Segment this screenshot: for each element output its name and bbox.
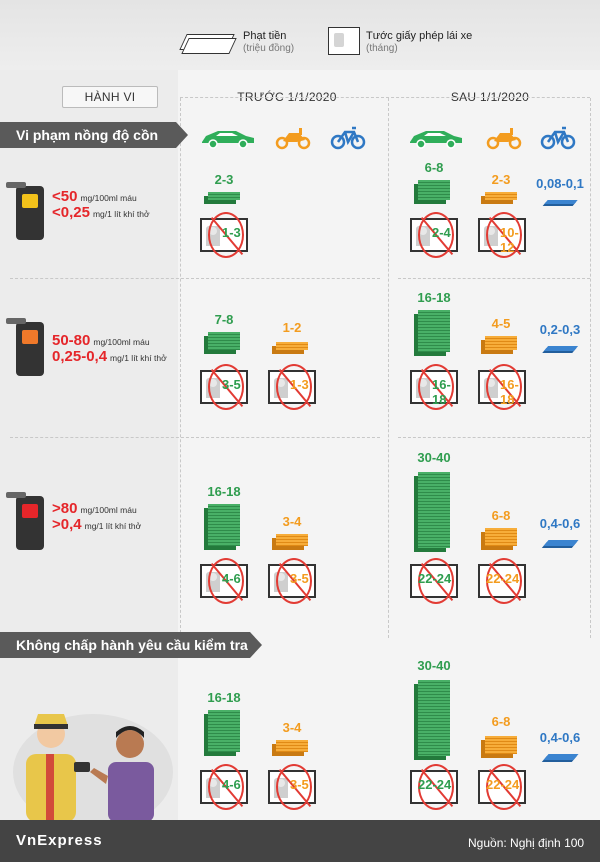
row-divider-1: [10, 278, 380, 279]
row1-after-moto-fine-stack: [485, 192, 517, 200]
bicycle-icon-before: [330, 126, 366, 150]
row4-after-car-fine-stack: [418, 680, 450, 756]
breathalyzer-icon-3: [6, 492, 44, 550]
footer: [0, 820, 600, 862]
row2-before-moto-fine: 1-2: [282, 320, 302, 335]
row2-after-bike-fine: 0,2-0,3: [539, 322, 581, 337]
row3-after-bike-fine-stack: [543, 540, 579, 546]
row3-after-car-fine: 30-40: [417, 450, 451, 465]
divider-middle: [388, 98, 389, 638]
row3-after-moto-fine-stack: [485, 528, 517, 546]
breathalyzer-icon-2: [6, 318, 44, 376]
row4-after-car-fine: 30-40: [417, 658, 451, 673]
row2-after-car-license: 16-18: [410, 364, 458, 410]
row1-before-car-fine: 2-3: [214, 172, 234, 187]
row4-after-bike-fine-stack: [543, 754, 579, 760]
legend-fine: Phạt tiền (triệu đồng): [243, 30, 294, 54]
row1-before-car-fine-stack: [208, 192, 240, 200]
row3-after-moto-license: 22-24: [478, 558, 526, 604]
car-icon-before: [202, 131, 254, 149]
row-divider-2b: [398, 437, 590, 438]
row3-after-bike-fine: 0,4-0,6: [539, 516, 581, 531]
row1-after-moto-fine: 2-3: [491, 172, 511, 187]
row2-after-bike-fine-stack: [543, 346, 579, 351]
row-divider-2: [10, 437, 380, 438]
row4-after-moto-fine-stack: [485, 736, 517, 754]
bicycle-icon-after: [540, 126, 576, 150]
divider-left: [180, 98, 181, 638]
legend-fine-title: Phạt tiền: [243, 30, 287, 42]
car-icon-after: [410, 131, 462, 149]
row4-after-bike-fine: 0,4-0,6: [539, 730, 581, 745]
row1-before-car-license: 1-3: [200, 212, 248, 258]
header-background: [0, 0, 600, 70]
motorbike-icon-before: [275, 128, 311, 150]
level-2-label: 50-80 mg/100ml máu 0,25-0,4 mg/1 lít khí t…: [52, 332, 167, 365]
motorbike-icon-after: [486, 128, 522, 150]
level-1-label: <50 mg/100ml máu <0,25 mg/1 lít khí thở: [52, 188, 150, 221]
row4-after-moto-license: 22-24: [478, 764, 526, 810]
row3-after-car-license: 22-24: [410, 558, 458, 604]
row3-before-car-fine-stack: [208, 504, 240, 546]
divider-top: [180, 97, 590, 98]
police-officer-illustration: [13, 714, 173, 822]
row2-after-car-fine-stack: [418, 310, 450, 352]
row4-before-car-fine-stack: [208, 710, 240, 752]
breathalyzer-icon-1: [6, 182, 44, 240]
section-refuse: Không chấp hành yêu cầu kiểm tra: [0, 632, 262, 658]
row2-after-car-fine: 16-18: [417, 290, 451, 305]
row4-before-moto-fine-stack: [276, 740, 308, 752]
row3-after-moto-fine: 6-8: [491, 508, 511, 523]
row1-after-bike-fine: 0,08-0,1: [536, 176, 584, 191]
row2-after-moto-license: 16-18: [478, 364, 526, 410]
row3-after-car-fine-stack: [418, 472, 450, 548]
row4-before-car-fine: 16-18: [207, 690, 241, 705]
legend-license-title: Tước giấy phép lái xe: [366, 30, 473, 42]
section-alcohol: Vi phạm nồng độ cồn: [0, 122, 188, 148]
header-behavior: HÀNH VI: [62, 86, 158, 108]
row2-after-moto-fine: 4-5: [491, 316, 511, 331]
brand-logo: VnExpress: [16, 832, 103, 849]
level-3-label: >80 mg/100ml máu >0,4 mg/1 lít khí thở: [52, 500, 142, 533]
row1-after-car-fine: 6-8: [424, 160, 444, 175]
row3-before-moto-fine-stack: [276, 534, 308, 546]
row4-before-moto-fine: 3-4: [282, 720, 302, 735]
row1-after-car-fine-stack: [418, 180, 450, 200]
row4-after-car-license: 22-24: [410, 764, 458, 810]
legend-license: Tước giấy phép lái xe (tháng): [366, 30, 472, 54]
row4-before-moto-license: 3-5: [268, 764, 316, 810]
row-divider-1b: [398, 278, 590, 279]
row2-after-moto-fine-stack: [485, 336, 517, 350]
row3-before-moto-license: 3-5: [268, 558, 316, 604]
row3-before-car-fine: 16-18: [207, 484, 241, 499]
row4-after-moto-fine: 6-8: [491, 714, 511, 729]
row1-after-car-license: 2-4: [410, 212, 458, 258]
source-text: Nguồn: Nghị định 100: [468, 836, 585, 850]
license-icon: [328, 27, 360, 55]
row2-before-moto-fine-stack: [276, 342, 308, 350]
row2-before-moto-license: 1-3: [268, 364, 316, 410]
row1-after-moto-license: 10-12: [478, 212, 526, 258]
row2-before-car-fine-stack: [208, 332, 240, 350]
divider-right: [590, 98, 591, 638]
row2-before-car-license: 3-5: [200, 364, 248, 410]
legend-license-sub: (tháng): [366, 43, 398, 54]
row3-before-moto-fine: 3-4: [282, 514, 302, 529]
row4-before-car-license: 4-6: [200, 764, 248, 810]
row3-before-car-license: 4-6: [200, 558, 248, 604]
money-stack-icon: [179, 28, 237, 56]
legend-fine-sub: (triệu đồng): [243, 43, 295, 54]
row1-after-bike-fine-stack: [544, 200, 578, 204]
row2-before-car-fine: 7-8: [214, 312, 234, 327]
